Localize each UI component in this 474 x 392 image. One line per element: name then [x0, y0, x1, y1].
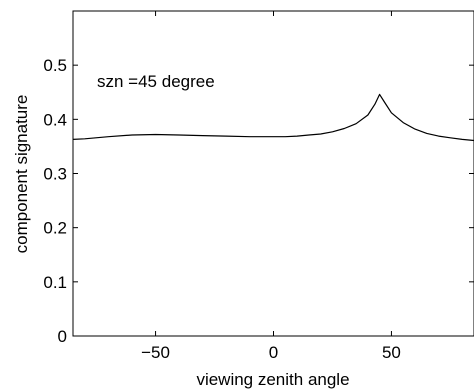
y-tick-label: 0.1 — [43, 273, 67, 292]
axis-tick-labels: −50 0 50 0 0.1 0.2 0.3 0.4 0.5 — [43, 56, 401, 362]
x-tick-label: 0 — [269, 343, 278, 362]
series-line — [72, 93, 474, 142]
y-tick-label: 0.5 — [43, 56, 67, 75]
plot-frame — [72, 10, 474, 337]
y-tick-label: 0 — [58, 327, 67, 346]
x-tick-label: −50 — [141, 343, 170, 362]
y-tick-label: 0.4 — [43, 110, 67, 129]
x-axis-label: viewing zenith angle — [196, 370, 349, 389]
series-layer — [72, 93, 474, 142]
annotation-label: szn =45 degree — [97, 72, 215, 91]
axis-ticks — [73, 11, 474, 337]
y-axis-label: component signature — [12, 95, 31, 254]
y-tick-label: 0.3 — [43, 165, 67, 184]
x-tick-label: 50 — [382, 343, 401, 362]
y-tick-label: 0.2 — [43, 219, 67, 238]
